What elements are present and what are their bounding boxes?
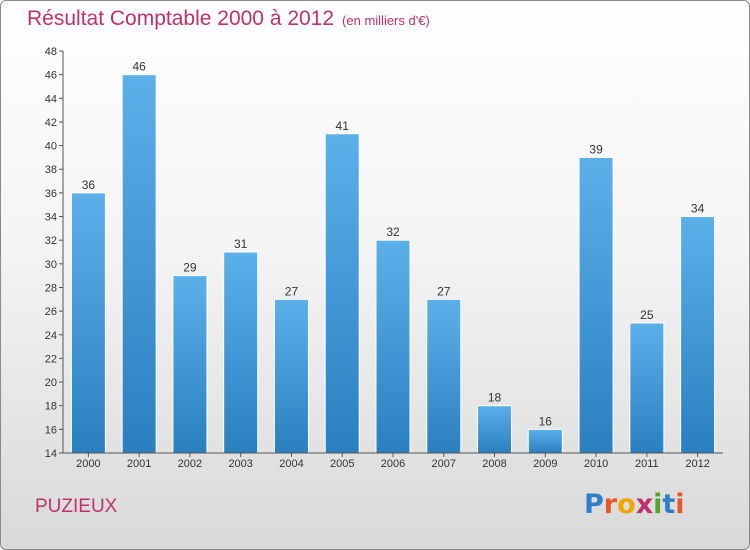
bar-value-label: 36	[82, 178, 96, 192]
x-tick-label: 2000	[76, 458, 100, 470]
y-tick-label: 24	[45, 330, 57, 342]
x-tick-label: 2005	[330, 458, 354, 470]
x-tick-label: 2006	[381, 458, 405, 470]
y-tick-label: 32	[45, 235, 57, 247]
bar-2002	[172, 275, 208, 454]
logo-letter: P	[584, 489, 604, 520]
y-tick-label: 38	[45, 164, 57, 176]
logo-letter: i	[653, 489, 663, 520]
logo-letter: r	[603, 489, 618, 520]
x-tick-label: 2001	[127, 458, 151, 470]
x-tick-label: 2007	[432, 458, 456, 470]
y-tick-label: 30	[45, 259, 57, 271]
logo-letter: t	[662, 489, 676, 520]
bar-value-label: 32	[386, 225, 400, 239]
y-tick-label: 44	[45, 93, 57, 105]
y-axis: 14 16 18 20 22 24 26 28 30 32 34 36 38 40 42 44 46 48	[45, 46, 64, 460]
bar-value-label: 18	[488, 391, 502, 405]
y-tick-label: 28	[45, 282, 57, 294]
x-tick-label: 2002	[178, 458, 202, 470]
y-tick-label: 26	[45, 306, 57, 318]
bar-2003	[223, 251, 259, 454]
x-axis: 2000 2001 2002 2003 2004 2005 2006 2007 2008 2009…	[63, 452, 723, 470]
bar-value-label: 31	[234, 237, 248, 251]
bar-2000	[70, 192, 106, 454]
bar-2009	[527, 428, 563, 454]
title-text: Résultat Comptable 2000 à 2012	[27, 7, 335, 30]
bar-2007	[426, 298, 462, 454]
bar-value-label: 25	[640, 308, 654, 322]
x-tick-label: 2004	[279, 458, 303, 470]
bar-2004	[273, 298, 309, 454]
bar-value-label: 39	[589, 142, 603, 156]
x-tick-label: 2009	[533, 458, 557, 470]
bar-2010	[578, 156, 614, 454]
logo-letter: o	[617, 489, 636, 520]
x-tick-label: 2010	[584, 458, 608, 470]
proxiti-logo[interactable]: Proxiti	[584, 489, 685, 520]
y-tick-label: 34	[45, 212, 57, 224]
y-tick-label: 46	[45, 70, 57, 82]
x-tick-label: 2011	[635, 458, 659, 470]
bar-2011	[629, 322, 665, 454]
bar-value-label: 29	[183, 261, 197, 275]
y-tick-label: 36	[45, 188, 57, 200]
y-tick-label: 40	[45, 141, 57, 153]
logo-letter: x	[635, 489, 654, 520]
y-tick-label: 16	[45, 424, 57, 436]
x-tick-label: 2008	[482, 458, 506, 470]
title-unit: (en milliers d'€)	[342, 13, 430, 28]
y-tick-label: 20	[45, 377, 57, 389]
bar-value-label: 16	[539, 414, 553, 428]
y-tick-label: 42	[45, 117, 57, 129]
y-tick-label: 48	[45, 46, 57, 58]
commune-name: PUZIEUX	[35, 496, 118, 517]
bars-group: 36 46 29 31 27 41 32 27 18 16 39 25 34	[70, 60, 716, 454]
y-tick-label: 14	[45, 448, 57, 460]
bar-2006	[375, 239, 411, 454]
logo-letter: i	[675, 489, 685, 520]
y-tick-label: 22	[45, 353, 57, 365]
y-tick-label: 18	[45, 401, 57, 413]
x-tick-label: 2003	[228, 458, 252, 470]
bar-2001	[121, 74, 157, 454]
bar-2008	[477, 405, 513, 454]
bar-2012	[680, 216, 716, 454]
x-tick-label: 2012	[685, 458, 709, 470]
bar-value-label: 34	[691, 202, 705, 216]
chart-title: Résultat Comptable 2000 à 2012 (en millie…	[27, 7, 430, 31]
bar-2005	[324, 133, 360, 454]
bar-value-label: 41	[336, 119, 350, 133]
bar-value-label: 27	[285, 284, 299, 298]
bar-value-label: 46	[132, 60, 146, 74]
bar-value-label: 27	[437, 284, 451, 298]
